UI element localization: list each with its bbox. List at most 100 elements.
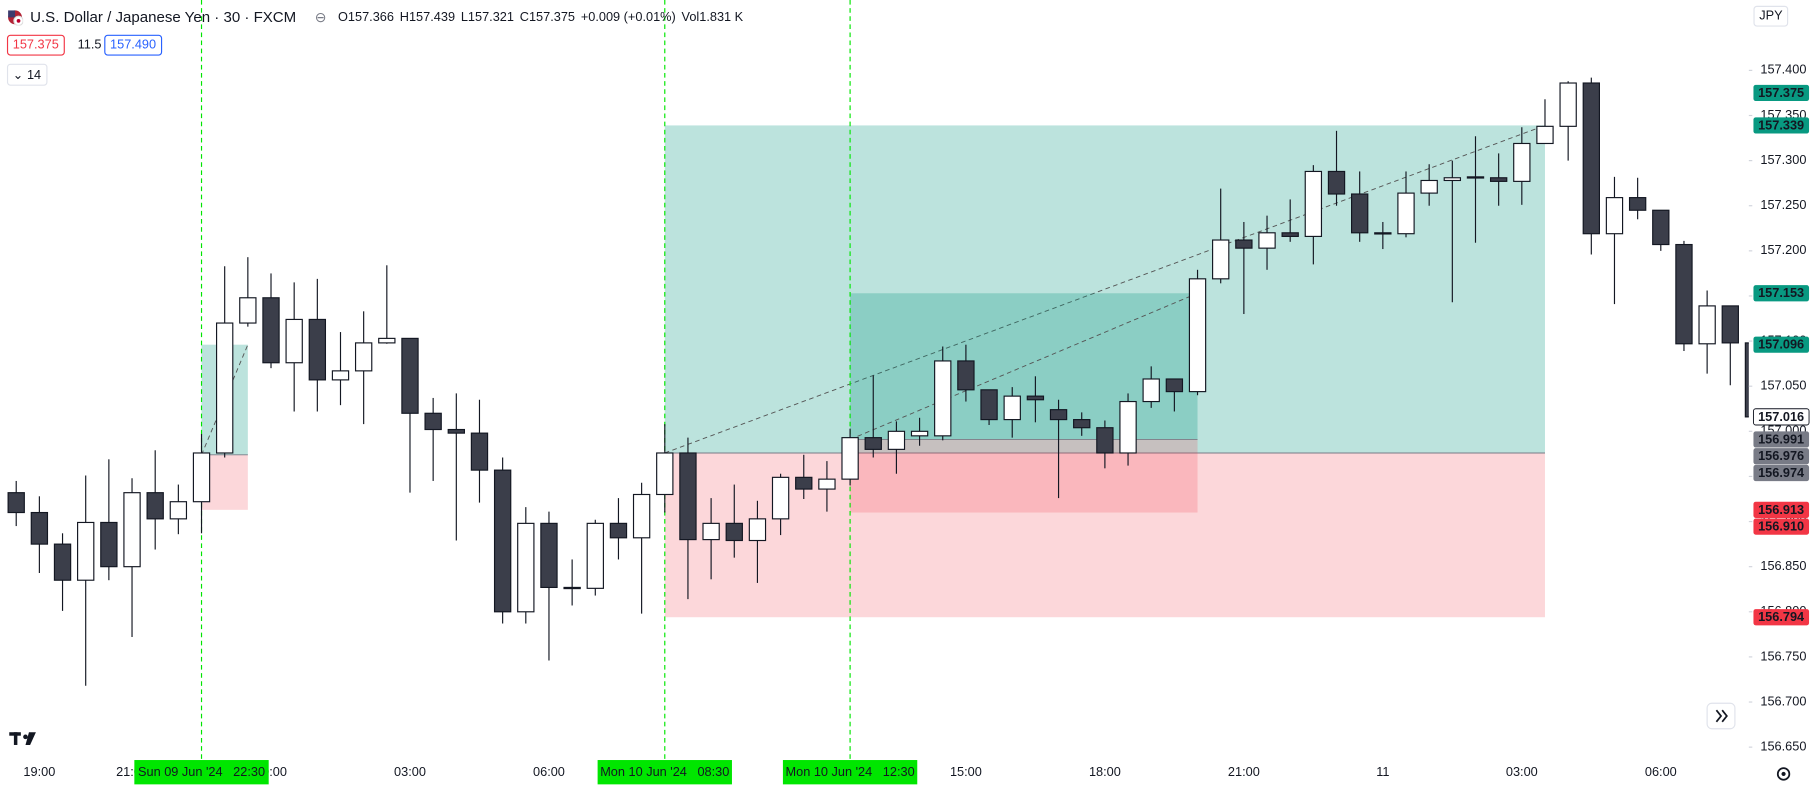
eye-toggle[interactable]: ⊖	[314, 8, 327, 25]
y-tick-label: 157.250	[1760, 197, 1806, 212]
candle-body	[354, 342, 373, 372]
candle-body	[100, 521, 118, 568]
price-label: 157.096	[1758, 337, 1804, 352]
y-tick-label: 156.850	[1760, 558, 1806, 573]
quote-key: C	[519, 9, 529, 24]
candle-body	[1652, 209, 1670, 246]
price-label-bg	[1753, 336, 1810, 353]
candle-body	[1513, 142, 1531, 182]
price-label: 156.794	[1758, 609, 1805, 624]
price-label: 156.976	[1758, 448, 1804, 463]
candle-body	[192, 452, 211, 503]
candle-body	[771, 476, 790, 520]
candle-body	[215, 322, 234, 454]
candle-body	[540, 522, 558, 589]
marker-label: Mon 10 Jun '24 12:30	[786, 764, 915, 779]
marker-label: Sun 09 Jun '24 22:30	[138, 764, 265, 779]
quote: O157.366 H157.439 L157.321 C157.375 +0.009 (…	[338, 10, 749, 24]
candle-body	[957, 360, 975, 391]
quote-key: L	[460, 9, 468, 24]
price-label-bg	[1753, 431, 1810, 448]
candle-body	[1628, 197, 1647, 211]
candle-body	[725, 522, 743, 542]
candle-body	[239, 297, 257, 324]
x-tick-label: 03:00	[1506, 764, 1538, 779]
candle-body	[517, 522, 535, 613]
x-tick-label: 06:00	[1645, 764, 1677, 779]
candle-body	[30, 511, 49, 545]
candle-body	[7, 492, 25, 514]
symbol: U.S. Dollar / Japanese Yen · 30 · FXCM	[30, 8, 297, 26]
price-label-bg	[1753, 448, 1810, 465]
price-label-bg	[1753, 464, 1810, 482]
candle-body	[146, 492, 164, 520]
candle-body	[1443, 177, 1462, 182]
indicator-toggle[interactable]: ⌄ 14	[6, 63, 47, 86]
candle-body	[1721, 305, 1739, 344]
candle-body	[401, 337, 419, 414]
candle-body	[1698, 305, 1716, 345]
sell-button[interactable]: 157.375	[6, 34, 65, 56]
candle-body	[1096, 427, 1114, 454]
candle-body	[841, 437, 859, 480]
x-tick-label: 03:00	[394, 764, 426, 779]
candle-body	[308, 318, 327, 381]
candle-body	[702, 522, 720, 541]
marker-label-bg	[782, 760, 918, 785]
candle-body	[169, 501, 188, 520]
quote-value: 1.831 K	[699, 9, 744, 24]
candle-body	[748, 518, 767, 542]
candle-body	[934, 360, 952, 437]
marker-label-bg	[134, 760, 269, 785]
quote-key: Vol	[681, 9, 700, 24]
candle-body	[1049, 409, 1068, 421]
loss-zone	[850, 439, 1198, 513]
price-label-bg	[1753, 609, 1810, 626]
candle-body	[470, 432, 489, 471]
candle-body	[795, 476, 813, 490]
candle-body	[1304, 170, 1323, 237]
candle-body	[424, 412, 442, 431]
candle-body	[563, 586, 581, 590]
candle-body	[53, 543, 72, 581]
y-tick-label: 157.200	[1760, 242, 1806, 257]
indicator-count: 14	[26, 68, 42, 83]
quote-key: O	[338, 9, 348, 24]
candle-body	[818, 478, 836, 490]
candle-body	[1675, 243, 1693, 345]
price-label: 156.974	[1758, 465, 1805, 480]
y-tick-label: 156.650	[1760, 739, 1806, 754]
header: U.S. Dollar / Japanese Yen · 30 · FXCM ⊖…	[7, 8, 749, 25]
candle-body	[887, 430, 906, 450]
price-label-bg	[1752, 408, 1810, 426]
candle-body	[77, 521, 95, 581]
candle-body	[1188, 278, 1207, 393]
price-label-bg	[1753, 84, 1810, 102]
trade-path	[849, 292, 1198, 440]
quote-value: 157.366	[347, 9, 394, 24]
x-tick-label: 21:00	[1228, 764, 1260, 779]
candle-body	[378, 337, 396, 344]
candle-body	[1466, 176, 1485, 179]
y-tick-label: 156.700	[1760, 693, 1806, 708]
x-tick-label: 06:00	[533, 764, 565, 779]
scroll-button[interactable]	[1706, 702, 1736, 730]
buy-button[interactable]: 157.490	[104, 34, 162, 56]
candle-body	[1165, 378, 1184, 393]
candle-body	[586, 522, 604, 589]
price-label-bg	[1753, 518, 1810, 535]
candle-body	[1119, 400, 1137, 454]
currency-button[interactable]: JPY	[1753, 5, 1789, 27]
candle-body	[123, 492, 141, 568]
candle-body	[1559, 82, 1577, 127]
candle-body	[331, 370, 350, 381]
price-label-bg	[1753, 117, 1810, 134]
quote-key: H	[399, 9, 409, 24]
settings-icon[interactable]	[1776, 767, 1791, 781]
price-label-bg	[1753, 501, 1810, 518]
quote-value: 157.321	[467, 9, 514, 24]
price-label: 156.910	[1758, 519, 1804, 534]
